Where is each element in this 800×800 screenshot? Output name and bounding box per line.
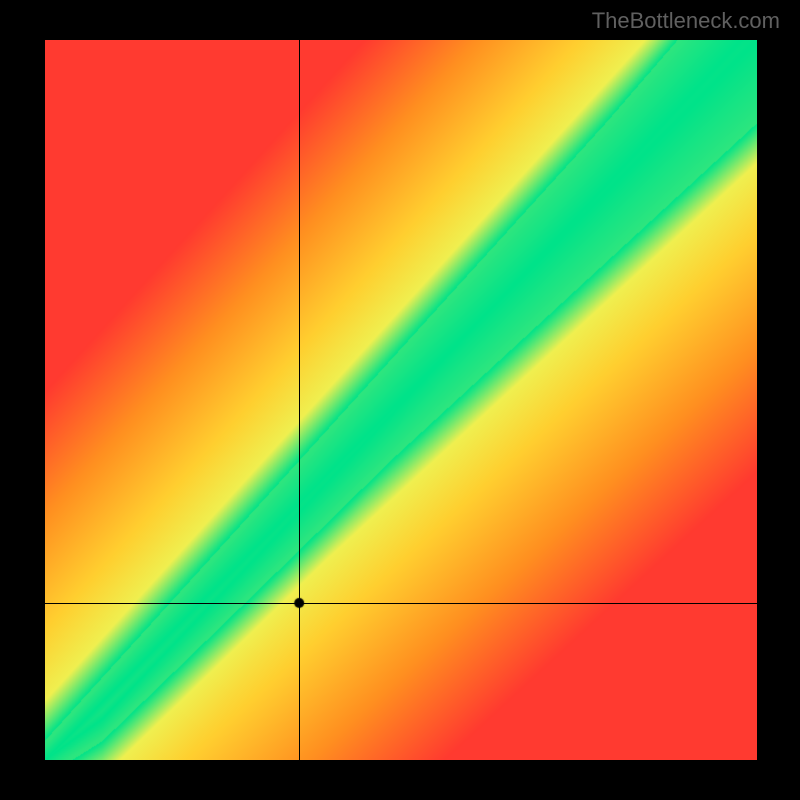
plot-area — [45, 40, 757, 760]
watermark-text: TheBottleneck.com — [592, 8, 780, 34]
chart-container: TheBottleneck.com — [0, 0, 800, 800]
crosshair-marker — [45, 40, 757, 760]
